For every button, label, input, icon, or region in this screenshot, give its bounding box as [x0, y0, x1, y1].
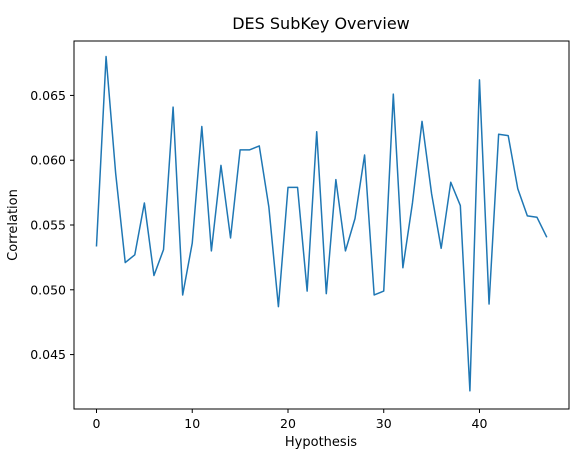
correlation-series-line	[95, 55, 548, 392]
x-tick-label: 40	[472, 416, 488, 431]
y-axis-label: Correlation	[6, 189, 21, 261]
y-tick-label: 0.050	[30, 282, 66, 297]
y-tick-label: 0.060	[30, 153, 66, 168]
y-axis-ticks: 0.045 0.050 0.055 0.060 0.065	[30, 88, 74, 362]
x-tick-label: 20	[280, 416, 296, 431]
y-tick-label: 0.065	[30, 88, 66, 103]
x-axis-label: Hypothesis	[285, 435, 357, 450]
x-tick-label: 0	[93, 416, 101, 431]
chart-title: DES SubKey Overview	[232, 14, 410, 33]
x-tick-label: 10	[184, 416, 200, 431]
y-tick-label: 0.055	[30, 218, 66, 233]
x-axis-ticks: 0 10 20 30 40	[93, 409, 488, 431]
y-tick-label: 0.045	[30, 347, 66, 362]
plot-area	[73, 40, 570, 410]
x-tick-label: 30	[376, 416, 392, 431]
